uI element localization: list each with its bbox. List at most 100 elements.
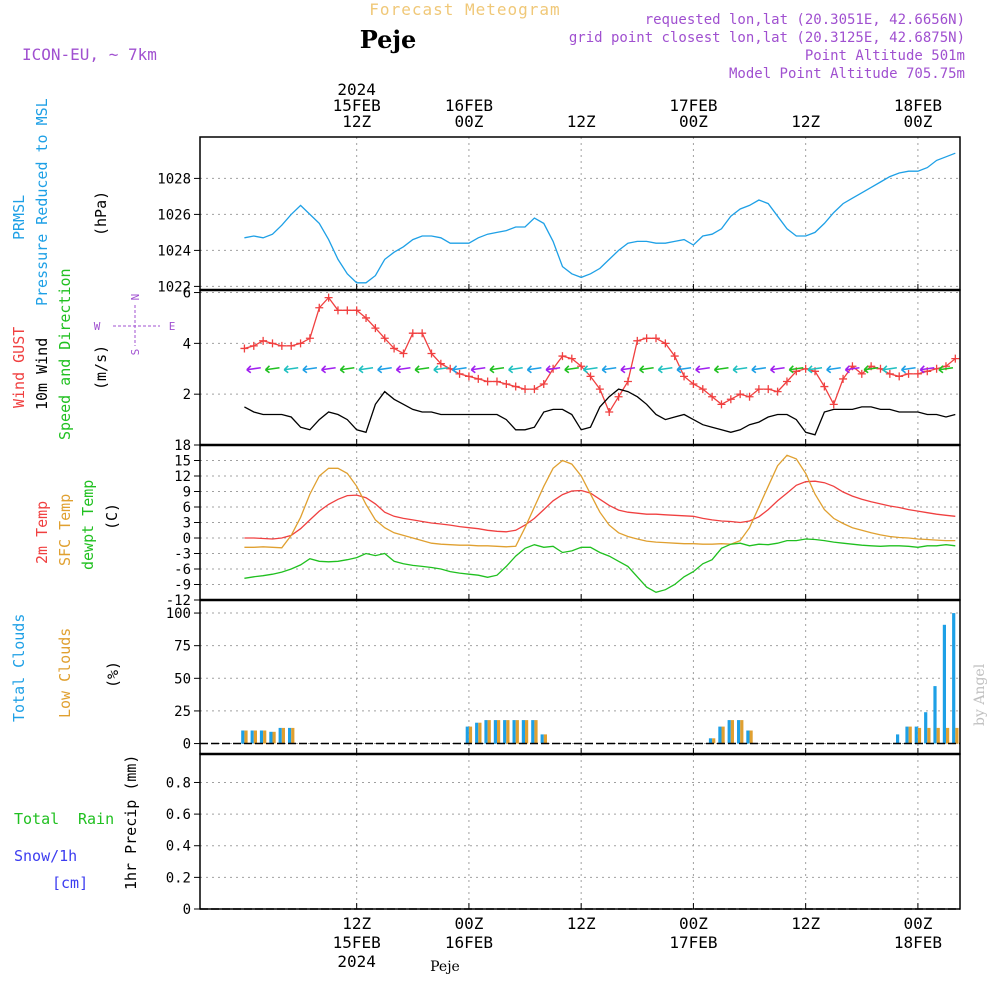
gust-marker xyxy=(614,392,623,401)
wind-direction-arrow xyxy=(508,365,523,374)
y-tick-label: 25 xyxy=(174,704,191,720)
bottom-time-label: 2024 xyxy=(337,952,376,971)
gust-marker xyxy=(352,306,361,315)
wind-direction-arrow xyxy=(470,365,486,374)
bottom-time-label: 00Z xyxy=(679,914,708,933)
wind-gust-label: Wind GUST xyxy=(10,327,28,408)
pressure-panel: 1022 1024 1026 1028 xyxy=(157,136,961,295)
clouds-panel: 0 25 50 75 100 xyxy=(166,598,961,755)
wind-direction-arrow xyxy=(302,365,318,374)
t2m-line xyxy=(244,480,956,540)
total_cloud-bar xyxy=(718,726,722,744)
low_cloud-bar xyxy=(946,727,950,744)
total_cloud-bar xyxy=(540,734,544,744)
gust-marker xyxy=(782,377,791,386)
wind-labels: Wind GUST 10m Wind Speed and Direction (… xyxy=(10,268,110,440)
y-tick-label: 50 xyxy=(174,671,191,687)
wind-direction-arrow xyxy=(751,365,767,374)
wind-direction-arrow xyxy=(395,365,411,374)
gust-marker xyxy=(362,313,371,322)
gust-marker xyxy=(567,354,576,363)
compass-south: S xyxy=(129,349,142,356)
wind-dir-label: Speed and Direction xyxy=(56,268,74,440)
top-time-label: 12Z xyxy=(342,112,371,131)
total_cloud-bar xyxy=(746,730,750,744)
wind-line xyxy=(244,388,956,436)
low_cloud-bar xyxy=(712,738,716,744)
gust-marker xyxy=(726,395,735,404)
y-tick-label: 4 xyxy=(183,336,191,352)
low_cloud-bar xyxy=(487,720,491,744)
gust-marker xyxy=(745,392,754,401)
low_cloud-bar xyxy=(244,730,248,744)
temperature-labels: 2m Temp SFC Temp dewpt Temp (C) xyxy=(33,480,121,570)
wind-direction-arrow xyxy=(788,365,804,374)
gust-marker xyxy=(436,359,445,368)
total_cloud-bar xyxy=(250,730,254,744)
top-time-label: 00Z xyxy=(454,112,483,131)
wind-unit-label: (m/s) xyxy=(92,345,110,390)
total_cloud-bar xyxy=(269,731,273,744)
wind-direction-arrow xyxy=(377,365,392,374)
gust-marker xyxy=(913,369,922,378)
gust-marker xyxy=(483,377,492,386)
bottom-time-label: 12Z xyxy=(342,914,371,933)
prmsl-label: PRMSL xyxy=(10,195,28,240)
low_cloud-bar xyxy=(740,720,744,744)
gust-marker xyxy=(474,374,483,383)
precipitation-panel: 0 0.2 0.4 0.6 0.8 xyxy=(166,752,961,918)
y-tick-label: 3 xyxy=(183,516,191,532)
wind-direction-arrow xyxy=(732,365,748,374)
bottom-time-label: 18FEB xyxy=(894,933,942,952)
total-label: Total xyxy=(14,810,59,828)
y-tick-label: 0 xyxy=(183,737,191,753)
wind-direction-arrow xyxy=(844,365,860,374)
gust-marker xyxy=(315,303,324,312)
total-cloud-label: Total Clouds xyxy=(10,614,28,722)
low_cloud-bar xyxy=(534,720,538,744)
low_cloud-bar xyxy=(515,720,519,744)
wind-direction-arrow xyxy=(414,365,430,374)
total_cloud-bar xyxy=(708,738,713,744)
top-time-label: 18FEB xyxy=(894,96,942,115)
total_cloud-bar xyxy=(521,720,525,744)
gust-marker xyxy=(240,344,249,353)
total_cloud-bar xyxy=(942,624,946,744)
wind-direction-arrow xyxy=(582,365,598,374)
gust-marker xyxy=(427,349,436,358)
wind-direction-arrow xyxy=(713,365,729,374)
y-tick-label: 0 xyxy=(183,902,191,918)
total_cloud-bar xyxy=(259,730,264,744)
y-tick-label: 1028 xyxy=(157,171,191,187)
requested-point: requested lon,lat (20.3051E, 42.6656N) xyxy=(645,12,965,28)
gust-marker xyxy=(904,369,913,378)
bottom-time-label: 12Z xyxy=(567,914,596,933)
panel-frame xyxy=(199,599,961,755)
total_cloud-bar xyxy=(896,734,900,744)
total_cloud-bar xyxy=(278,727,282,744)
low_cloud-bar xyxy=(497,720,501,744)
rain-label: Rain xyxy=(78,810,114,828)
wind-direction-arrow xyxy=(564,365,579,374)
wind-direction-arrow xyxy=(283,365,299,374)
top-time-label: 16FEB xyxy=(445,96,493,115)
y-tick-label: 15 xyxy=(174,454,191,470)
low_cloud-bar xyxy=(730,720,734,744)
wind-direction-arrow xyxy=(489,365,505,374)
gust-marker xyxy=(287,341,296,350)
t2m-label: 2m Temp xyxy=(33,501,51,564)
bottom-time-label: 17FEB xyxy=(669,933,717,952)
gust-marker xyxy=(558,352,567,361)
pressure-unit-label: (hPa) xyxy=(92,191,110,236)
gust-marker xyxy=(670,352,679,361)
tsfc-line xyxy=(244,454,956,549)
model-name: ICON-EU, ~ 7km xyxy=(22,45,157,64)
wind-direction-arrow xyxy=(676,365,692,374)
bottom-time-label: 16FEB xyxy=(445,933,493,952)
wind-direction-arrow xyxy=(264,365,280,374)
y-tick-label: 1022 xyxy=(157,279,191,295)
total_cloud-bar xyxy=(465,726,469,744)
